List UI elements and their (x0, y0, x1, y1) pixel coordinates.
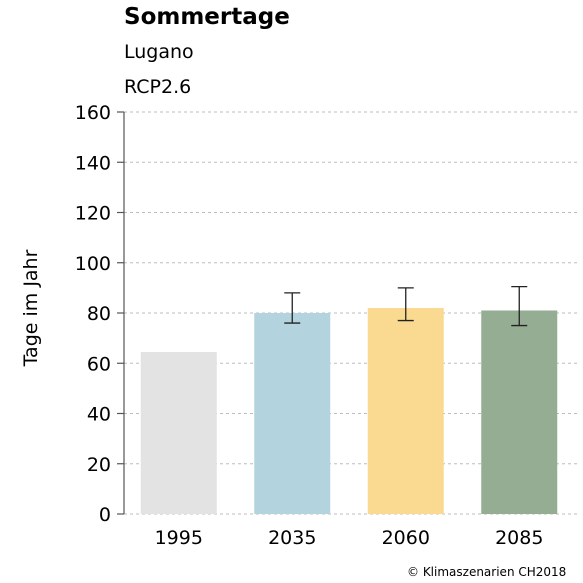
bar-2035 (254, 313, 331, 514)
y-tick-label: 0 (99, 504, 111, 526)
y-tick-label: 20 (87, 454, 111, 476)
y-tick-label: 100 (75, 253, 111, 275)
y-tick-label: 160 (75, 102, 111, 124)
x-tick-label: 1995 (155, 527, 203, 549)
y-axis: 0 20 40 60 80 100 120 140 160 (75, 102, 125, 526)
y-tick-label: 80 (87, 303, 111, 325)
x-tick-label: 2085 (495, 527, 543, 549)
y-axis-label: Tage im Jahr (20, 249, 42, 367)
bar-1995 (140, 351, 217, 514)
y-tick-label: 140 (75, 152, 111, 174)
bar-2060 (367, 307, 444, 514)
error-bars (284, 285, 528, 327)
error-bar-2085 (511, 285, 528, 327)
x-tick-label: 2035 (268, 527, 316, 549)
y-tick-label: 40 (87, 404, 111, 426)
x-axis-ticks: 1995 2035 2060 2085 (155, 527, 544, 549)
chart-title: Sommertage (124, 4, 290, 30)
error-bar-2035 (284, 292, 301, 324)
bars (140, 307, 558, 514)
bar-2085 (481, 310, 558, 514)
y-tick-label: 120 (75, 203, 111, 225)
chart-subtitle-location: Lugano (124, 41, 194, 63)
x-tick-label: 2060 (382, 527, 430, 549)
chart-subtitle-scenario: RCP2.6 (124, 76, 191, 98)
copyright-credit: © Klimaszenarien CH2018 (407, 565, 566, 579)
y-tick-label: 60 (87, 353, 111, 375)
error-bar-2060 (397, 287, 414, 322)
